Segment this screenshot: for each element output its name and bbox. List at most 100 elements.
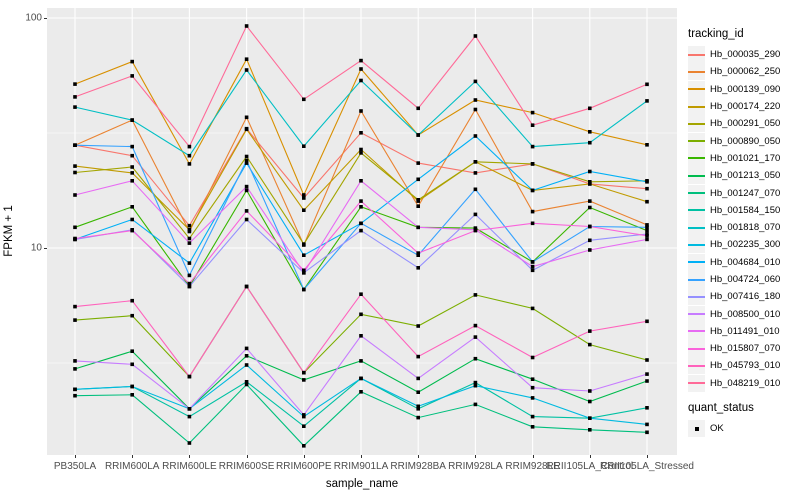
data-point — [187, 414, 192, 419]
legend-label-hb-011491-010: Hb_011491_010 — [710, 325, 780, 337]
legend-key-hb-001584-150 — [688, 201, 705, 219]
data-point — [588, 428, 592, 432]
data-point — [588, 205, 592, 210]
legend-item-hb-045793-010: Hb_045793_010 — [688, 357, 800, 375]
y-tick-label: 10 — [30, 242, 42, 254]
data-point — [416, 266, 420, 270]
data-point — [473, 171, 478, 175]
legend-title-quant-status: quant_status — [688, 401, 754, 414]
x-tick-label: RRIM928BA — [390, 461, 446, 472]
data-point — [530, 110, 535, 115]
data-point — [359, 228, 363, 233]
x-tick-label: RRII105LA_Control — [546, 461, 634, 472]
data-point — [244, 161, 249, 165]
data-point — [416, 161, 420, 165]
legend-label-hb-004684-010: Hb_004684_010 — [710, 256, 781, 268]
data-point — [244, 380, 249, 384]
legend-key-hb-045793-010 — [688, 357, 705, 375]
data-point — [530, 425, 535, 429]
x-tick-label: RRII105LA_Stressed — [600, 461, 694, 472]
legend-key-hb-015807-070 — [688, 340, 705, 358]
legend-label-hb-045793-010: Hb_045793_010 — [710, 360, 781, 372]
data-point — [244, 184, 249, 189]
legend-key-hb-000062-250 — [688, 63, 705, 81]
data-point — [530, 188, 535, 193]
legend-key-hb-000139-090 — [688, 80, 705, 98]
data-point — [588, 140, 592, 145]
data-point — [73, 304, 77, 309]
legend-title-tracking-id: tracking_id — [688, 28, 744, 40]
plot-canvas — [47, 8, 677, 455]
data-point — [588, 416, 592, 420]
legend-key-hb-000291-050 — [688, 115, 705, 133]
data-point — [588, 399, 592, 404]
data-point — [73, 387, 77, 392]
data-point — [473, 293, 478, 297]
line-swatch-icon — [688, 122, 705, 125]
data-point — [416, 253, 420, 257]
legend-key-hb-007416-180 — [688, 288, 705, 306]
legend-key-quant-ok — [688, 420, 705, 438]
data-point — [645, 319, 649, 324]
legend-key-hb-000890-050 — [688, 132, 705, 150]
data-point — [187, 153, 192, 158]
data-point — [130, 179, 134, 183]
data-point — [73, 143, 77, 147]
legend-label-hb-008500-010: Hb_008500_010 — [710, 308, 781, 320]
data-point — [588, 389, 592, 393]
data-point — [473, 402, 478, 407]
legend-item-hb-000035-290: Hb_000035_290 — [688, 46, 800, 64]
legend-label-hb-001213-050: Hb_001213_050 — [710, 170, 781, 182]
line-swatch-icon — [688, 157, 705, 160]
data-point — [530, 144, 535, 149]
data-point — [187, 223, 192, 228]
legend-label-hb-048219-010: Hb_048219_010 — [710, 377, 781, 389]
legend-item-hb-007416-180: Hb_007416_180 — [688, 288, 800, 306]
legend-key-hb-001818-070 — [688, 219, 705, 237]
data-point — [588, 224, 592, 229]
data-point — [73, 105, 77, 109]
legend-item-hb-048219-010: Hb_048219_010 — [688, 374, 800, 392]
legend-item-hb-000062-250: Hb_000062_250 — [688, 63, 800, 81]
line-swatch-icon — [688, 330, 705, 333]
legend-item-hb-004684-010: Hb_004684_010 — [688, 253, 800, 271]
x-tick-mark — [246, 455, 248, 458]
legend-label-hb-000139-090: Hb_000139_090 — [710, 83, 781, 95]
data-point — [588, 169, 592, 174]
data-point — [473, 98, 478, 102]
data-point — [588, 182, 592, 186]
data-point — [73, 236, 77, 241]
legend-key-hb-001247-070 — [688, 184, 705, 202]
data-point — [530, 162, 535, 166]
data-point — [473, 228, 478, 233]
data-point — [130, 217, 134, 222]
data-point — [130, 153, 134, 158]
legend-item-hb-000291-050: Hb_000291_050 — [688, 115, 800, 133]
data-point — [73, 359, 77, 363]
line-swatch-icon — [688, 209, 705, 212]
data-point — [359, 312, 363, 317]
legend-key-hb-011491-010 — [688, 322, 705, 340]
data-point — [588, 238, 592, 243]
data-point — [359, 109, 363, 113]
data-point — [588, 106, 592, 111]
legend-items-tracking-id: Hb_000035_290 Hb_000062_250 Hb_000139_090 H… — [688, 46, 800, 392]
data-point — [588, 342, 592, 347]
data-point — [130, 118, 134, 122]
data-point — [359, 67, 363, 71]
legend-key-hb-001021-170 — [688, 149, 705, 167]
x-tick-mark — [647, 455, 648, 458]
data-point — [416, 198, 420, 202]
legend-item-hb-000174-220: Hb_000174_220 — [688, 98, 800, 116]
data-point — [130, 228, 134, 233]
data-point — [588, 248, 592, 252]
legend-key-hb-002235-300 — [688, 236, 705, 254]
data-point — [359, 359, 363, 363]
data-point — [187, 281, 192, 286]
data-point — [645, 199, 649, 204]
data-point — [416, 415, 420, 420]
data-point — [244, 68, 249, 72]
data-point — [244, 354, 249, 358]
x-tick-label: RRIM600PE — [276, 461, 332, 472]
y-axis-title: FPKM + 1 — [3, 205, 15, 257]
